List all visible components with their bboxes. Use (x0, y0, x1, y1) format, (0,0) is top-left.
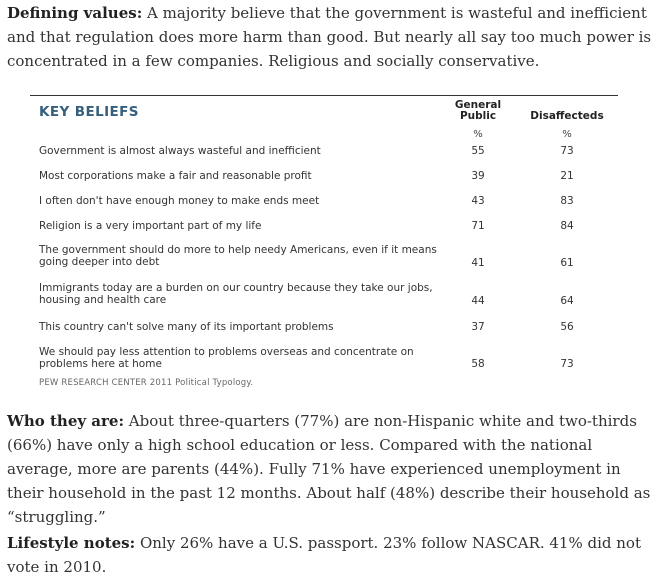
disaffecteds-value: 83 (560, 195, 574, 207)
disaffecteds-header: Disaffecteds (530, 110, 604, 122)
disaffecteds-value: 56 (560, 321, 574, 333)
disaffecteds-value: 21 (560, 170, 574, 182)
general-public-value: 41 (471, 257, 485, 269)
row-label: Religion is a very important part of my … (39, 220, 262, 232)
general-public-header: General Public (454, 99, 502, 122)
general-public-value: 58 (471, 358, 485, 370)
row-label: We should pay less attention to problems… (39, 346, 414, 370)
disaffecteds-unit: % (562, 129, 572, 140)
table-title: KEY BELIEFS (39, 104, 139, 120)
row-label: Government is almost always wasteful and… (39, 145, 321, 157)
lifestyle-notes-paragraph: Lifestyle notes: Only 26% have a U.S. pa… (7, 531, 659, 579)
row-label: Immigrants today are a burden on our cou… (39, 282, 433, 306)
key-beliefs-table: KEY BELIEFS General Public Disaffecteds … (30, 95, 618, 394)
defining-values-paragraph: Defining values: A majority believe that… (7, 1, 659, 73)
disaffecteds-value: 84 (560, 220, 574, 232)
disaffecteds-value: 64 (560, 295, 574, 307)
disaffecteds-value: 73 (560, 358, 574, 370)
general-public-value: 37 (471, 321, 485, 333)
general-public-value: 71 (471, 220, 485, 232)
row-label: I often don't have enough money to make … (39, 195, 320, 207)
row-label: This country can't solve many of its imp… (39, 321, 334, 333)
lifestyle-notes-text: Only 26% have a U.S. passport. 23% follo… (7, 534, 641, 576)
who-they-are-paragraph: Who they are: About three-quarters (77%)… (7, 409, 659, 529)
row-label: Most corporations make a fair and reason… (39, 170, 312, 182)
general-public-value: 39 (471, 170, 485, 182)
general-public-unit: % (473, 129, 483, 140)
disaffecteds-value: 73 (560, 145, 574, 157)
defining-values-label: Defining values: (7, 4, 143, 22)
lifestyle-notes-label: Lifestyle notes: (7, 534, 136, 552)
general-public-value: 43 (471, 195, 485, 207)
source-note: PEW RESEARCH CENTER 2011 Political Typol… (39, 378, 254, 388)
who-they-are-text: About three-quarters (77%) are non-Hispa… (7, 412, 651, 526)
defining-values-text: A majority believe that the government i… (7, 4, 652, 70)
who-they-are-label: Who they are: (7, 412, 124, 430)
disaffecteds-value: 61 (560, 257, 574, 269)
general-public-value: 55 (471, 145, 485, 157)
general-public-value: 44 (471, 295, 485, 307)
row-label: The government should do more to help ne… (39, 244, 437, 268)
